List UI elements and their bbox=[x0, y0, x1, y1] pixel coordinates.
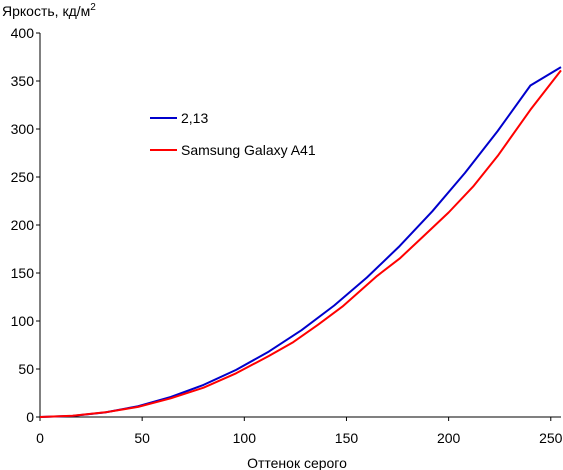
x-tick-label: 200 bbox=[437, 430, 461, 446]
x-tick-label: 100 bbox=[233, 430, 257, 446]
series-line-2-13 bbox=[39, 66, 562, 418]
y-tick-label: 150 bbox=[11, 265, 35, 281]
y-tick-label: 50 bbox=[18, 361, 34, 377]
legend-label-samsung-galaxy-a41: Samsung Galaxy A41 bbox=[181, 142, 316, 158]
y-tick-label: 250 bbox=[11, 169, 35, 185]
x-axis-ticks: 0 50 100 150 200 250 bbox=[36, 417, 563, 446]
series-layer bbox=[39, 66, 562, 418]
x-tick-label: 250 bbox=[539, 430, 563, 446]
y-axis-title-text: Яркость, кд/м bbox=[2, 3, 90, 19]
axes bbox=[39, 33, 561, 418]
legend: 2,13 Samsung Galaxy A41 bbox=[150, 110, 316, 158]
x-tick-label: 50 bbox=[134, 430, 150, 446]
x-tick-label: 0 bbox=[36, 430, 44, 446]
y-tick-label: 100 bbox=[11, 313, 35, 329]
series-line-samsung-galaxy-a41 bbox=[39, 69, 562, 418]
y-tick-label: 0 bbox=[26, 409, 34, 425]
x-axis-title: Оттенок серого bbox=[247, 455, 347, 470]
y-tick-label: 350 bbox=[11, 73, 35, 89]
y-axis-title: Яркость, кд/м2 bbox=[2, 2, 96, 19]
y-axis-ticks: 0 50 100 150 200 250 300 350 400 bbox=[11, 25, 40, 425]
legend-label-2-13: 2,13 bbox=[181, 110, 208, 126]
y-tick-label: 200 bbox=[11, 217, 35, 233]
y-tick-label: 300 bbox=[11, 121, 35, 137]
x-tick-label: 150 bbox=[335, 430, 359, 446]
y-tick-label: 400 bbox=[11, 25, 35, 41]
y-axis-title-superscript: 2 bbox=[90, 2, 96, 13]
